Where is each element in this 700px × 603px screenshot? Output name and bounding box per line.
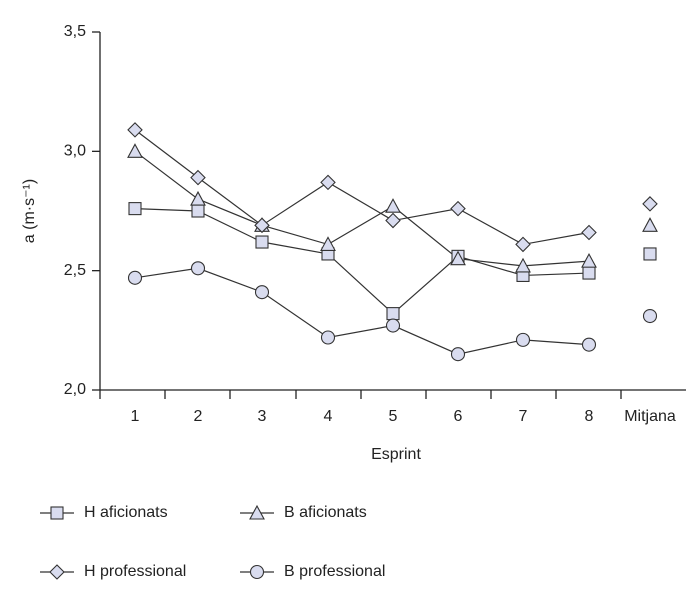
marker xyxy=(515,236,531,253)
marker xyxy=(643,247,657,261)
x-axis-label: Esprint xyxy=(371,446,421,463)
marker xyxy=(386,307,400,321)
x-tick-label: 2 xyxy=(194,408,203,425)
y-tick-label: 3,0 xyxy=(64,143,86,160)
x-tick-label: 3 xyxy=(258,408,267,425)
series-line xyxy=(134,208,590,315)
marker xyxy=(255,235,269,249)
marker xyxy=(642,217,658,232)
marker xyxy=(127,270,143,285)
marker xyxy=(385,318,401,333)
marker xyxy=(254,217,270,234)
marker xyxy=(642,196,658,212)
marker xyxy=(320,330,336,345)
legend-label: B professional xyxy=(284,563,385,580)
y-tick-label: 2,5 xyxy=(64,262,86,279)
legend-marker xyxy=(50,506,64,520)
x-tick-label: 6 xyxy=(454,408,463,425)
y-tick-label: 3,5 xyxy=(64,23,86,40)
marker xyxy=(581,252,597,268)
marker xyxy=(128,202,142,216)
series-line xyxy=(134,150,590,267)
x-tick-label: 5 xyxy=(389,408,398,425)
legend-label: B aficionats xyxy=(284,504,367,521)
marker xyxy=(191,204,205,218)
marker xyxy=(127,122,143,138)
x-tick-label: 8 xyxy=(585,408,594,425)
marker xyxy=(190,169,206,186)
marker xyxy=(515,332,531,347)
marker xyxy=(450,200,466,217)
marker xyxy=(385,212,401,229)
marker xyxy=(450,250,466,266)
marker xyxy=(582,266,596,280)
marker xyxy=(127,143,143,158)
x-tick-label: Mitjana xyxy=(624,408,676,425)
y-axis-label: a (m·s⁻¹) xyxy=(21,179,38,243)
marker xyxy=(581,224,597,241)
legend-marker xyxy=(249,564,265,580)
legend-label: H professional xyxy=(84,563,186,580)
marker xyxy=(254,285,270,300)
legend-marker xyxy=(249,504,265,520)
marker xyxy=(450,347,466,362)
marker xyxy=(190,261,206,276)
marker xyxy=(642,308,658,324)
y-tick-label: 2,0 xyxy=(64,381,86,398)
legend-label: H aficionats xyxy=(84,504,168,521)
marker xyxy=(320,236,336,251)
marker xyxy=(385,198,401,213)
marker xyxy=(515,257,531,273)
series-line xyxy=(134,129,590,246)
x-tick-label: 7 xyxy=(519,408,528,425)
series-line xyxy=(134,267,590,355)
marker xyxy=(320,174,336,191)
x-tick-label: 1 xyxy=(131,408,140,425)
marker xyxy=(190,190,206,206)
legend-marker xyxy=(49,564,65,580)
x-tick-label: 4 xyxy=(324,408,333,425)
marker xyxy=(581,337,597,352)
